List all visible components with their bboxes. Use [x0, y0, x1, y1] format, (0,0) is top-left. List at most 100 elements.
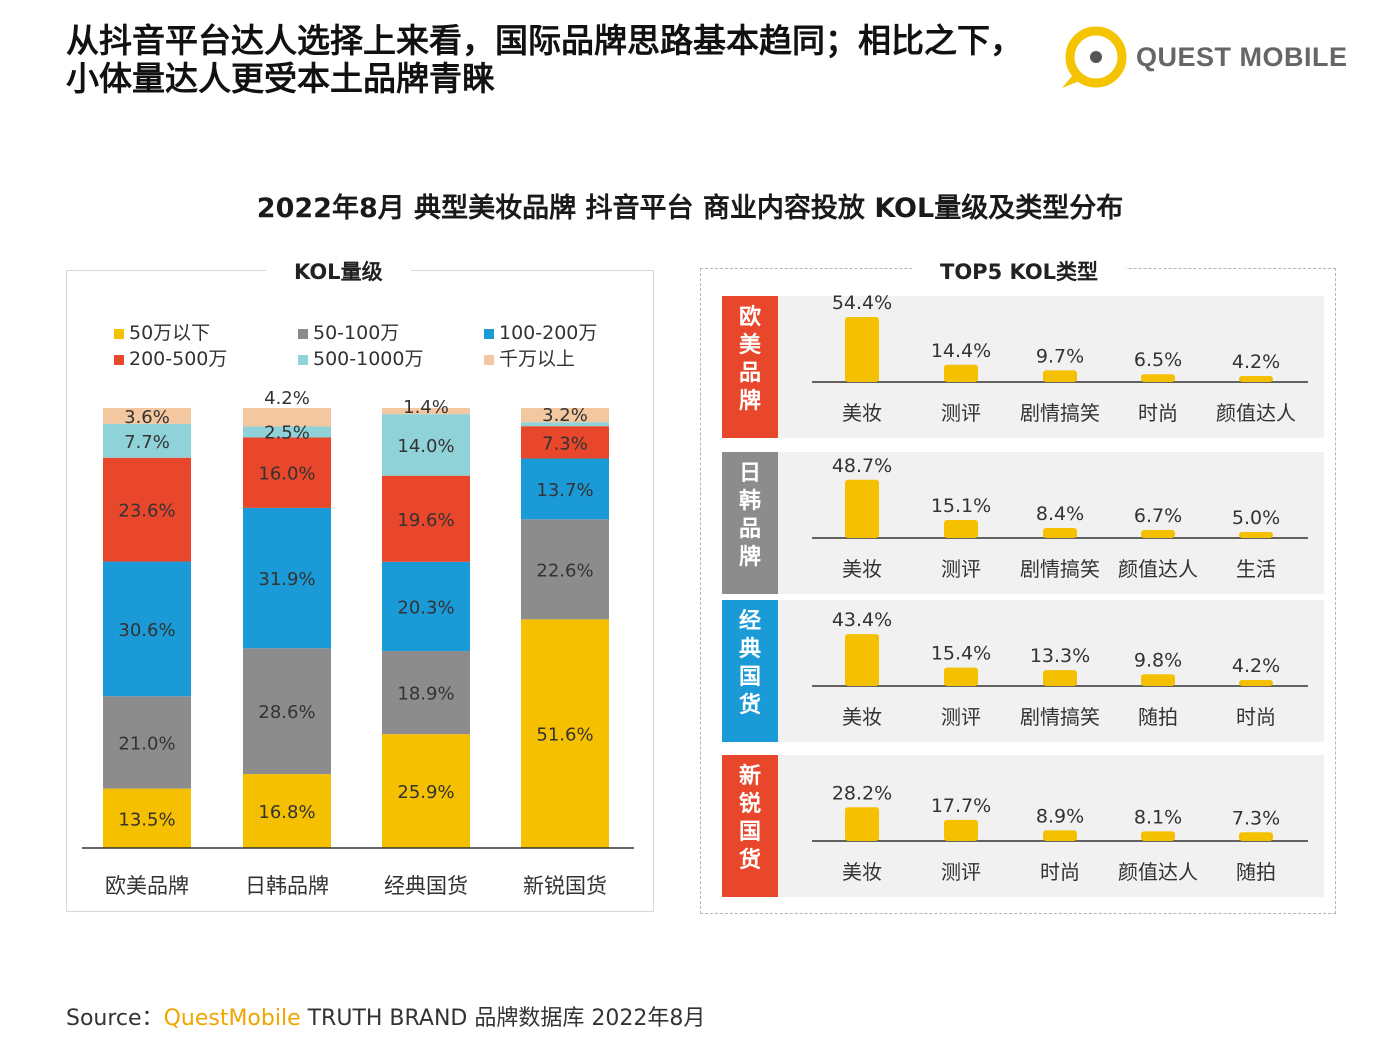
stacked-bar-segment — [103, 423, 191, 458]
source-note: Source：QuestMobile TRUTH BRAND 品牌数据库 202… — [66, 1000, 705, 1032]
kol-type-category-label: 美妆 — [842, 860, 882, 884]
brand-category-tag — [722, 452, 778, 594]
stacked-bar-segment — [243, 437, 331, 508]
stacked-bar-segment — [382, 408, 470, 415]
stacked-bar-segment — [382, 651, 470, 735]
brand-category-char: 品 — [739, 517, 761, 542]
brand-category-tag — [722, 755, 778, 897]
stacked-bar-segment — [103, 788, 191, 848]
stacked-bar-segment — [243, 426, 331, 438]
legend-item-1: 50万以下 — [114, 318, 210, 345]
bar-value-label: 51.6% — [536, 725, 593, 746]
kol-type-value-label: 9.8% — [1134, 649, 1182, 671]
kol-type-category-label: 测评 — [941, 557, 981, 581]
kol-type-category-label: 美妆 — [842, 557, 882, 581]
brand-category-char: 货 — [739, 692, 761, 718]
kol-type-bar — [845, 634, 879, 686]
bar-value-label: 3.6% — [124, 407, 170, 428]
bar-value-label: 25.9% — [397, 782, 454, 803]
x-axis-label: 新锐国货 — [523, 874, 607, 898]
legend-swatch — [484, 328, 494, 339]
kol-type-value-label: 15.4% — [931, 643, 991, 665]
kol-type-bar — [1141, 831, 1175, 841]
stacked-bar-segment — [382, 475, 470, 562]
chart-title: 2022年8月 典型美妆品牌 抖音平台 商业内容投放 KOL量级及类型分布 — [256, 193, 1124, 224]
kol-type-value-label: 8.9% — [1036, 805, 1084, 827]
kol-type-bar — [944, 819, 978, 841]
quest-mobile-logo-icon — [1062, 26, 1127, 88]
bar-value-label: 16.0% — [258, 464, 315, 485]
kol-type-category-label: 时尚 — [1040, 860, 1080, 884]
bar-value-label: 3.2% — [542, 405, 588, 426]
kol-type-value-label: 4.2% — [1232, 351, 1280, 373]
brand-category-tag — [722, 296, 778, 438]
bar-value-label: 30.6% — [118, 620, 175, 641]
kol-type-value-label: 8.4% — [1036, 503, 1084, 525]
kol-type-category-label: 美妆 — [842, 401, 882, 425]
kol-type-category-label: 测评 — [941, 401, 981, 425]
kol-type-bar — [1043, 527, 1077, 538]
legend-label: 50万以下 — [129, 322, 211, 344]
brand-category-char: 货 — [739, 847, 761, 873]
stacked-bar-segment — [382, 734, 470, 848]
stacked-bar-segment — [103, 561, 191, 697]
kol-type-category-label: 剧情搞笑 — [1020, 557, 1100, 581]
stacked-bar-segment — [103, 408, 191, 424]
kol-type-value-label: 4.2% — [1232, 655, 1280, 677]
legend-label: 200-500万 — [129, 348, 228, 370]
kol-type-bar — [1239, 680, 1273, 686]
logo-text: QUEST MOBILE — [1136, 42, 1348, 72]
kol-type-category-label: 美妆 — [842, 705, 882, 729]
legend-item-4: 200-500万 — [114, 344, 227, 371]
kol-type-bar — [845, 807, 879, 841]
legend-swatch — [298, 328, 308, 339]
stacked-bar-segment — [382, 414, 470, 476]
kol-type-bar — [1141, 529, 1175, 538]
kol-type-value-label: 17.7% — [931, 795, 991, 817]
kol-type-bar — [944, 667, 978, 686]
brand-category-char: 国 — [739, 665, 761, 690]
x-axis-label: 日韩品牌 — [245, 874, 329, 898]
kol-type-bar — [845, 479, 879, 538]
kol-type-bar — [845, 317, 879, 382]
brand-category-char: 美 — [739, 332, 762, 358]
bar-value-label: 23.6% — [118, 501, 175, 522]
kol-type-category-label: 颜值达人 — [1118, 860, 1198, 884]
brand-category-char: 典 — [739, 637, 761, 662]
legend-swatch — [484, 354, 494, 365]
kol-type-bar — [1043, 370, 1077, 382]
kol-type-panel-label: TOP5 KOL类型 — [912, 256, 1127, 286]
page-headline: 从抖音平台达人选择上来看，国际品牌思路基本趋同；相比之下， 小体量达人更受本土品… — [66, 22, 1023, 98]
brand-category-char: 品 — [739, 361, 761, 386]
bar-value-label: 28.6% — [258, 702, 315, 723]
legend-swatch — [298, 354, 308, 365]
bar-value-label: 13.5% — [118, 809, 175, 830]
brand-category-char: 牌 — [739, 544, 761, 570]
brand-category-char: 韩 — [739, 488, 761, 514]
kol-type-value-label: 43.4% — [832, 609, 892, 631]
kol-type-bar — [1141, 374, 1175, 382]
kol-type-bar — [1043, 830, 1077, 841]
kol-type-category-label: 剧情搞笑 — [1020, 401, 1100, 425]
kol-type-value-label: 8.1% — [1134, 806, 1182, 828]
brand-category-char: 国 — [739, 820, 761, 845]
stacked-bar-segment — [521, 519, 609, 620]
kol-type-value-label: 14.4% — [931, 340, 991, 362]
x-axis-label: 经典国货 — [384, 874, 468, 898]
legend-swatch — [114, 328, 124, 339]
bar-value-label: 21.0% — [118, 733, 175, 754]
bar-value-label: 1.4% — [403, 397, 449, 418]
legend-item-2: 50-100万 — [298, 318, 399, 345]
kol-type-value-label: 7.3% — [1232, 807, 1280, 829]
kol-type-value-label: 15.1% — [931, 495, 991, 517]
kol-type-value-label: 6.7% — [1134, 505, 1182, 527]
kol-type-value-label: 48.7% — [832, 455, 892, 477]
kol-type-value-label: 54.4% — [832, 292, 892, 314]
kol-type-category-label: 剧情搞笑 — [1020, 705, 1100, 729]
kol-type-category-label: 生活 — [1236, 557, 1276, 581]
stacked-bar-segment — [243, 648, 331, 775]
kol-type-category-label: 随拍 — [1138, 705, 1178, 729]
brand-category-char: 新 — [739, 763, 761, 789]
source-prefix: Source： — [66, 1006, 164, 1031]
